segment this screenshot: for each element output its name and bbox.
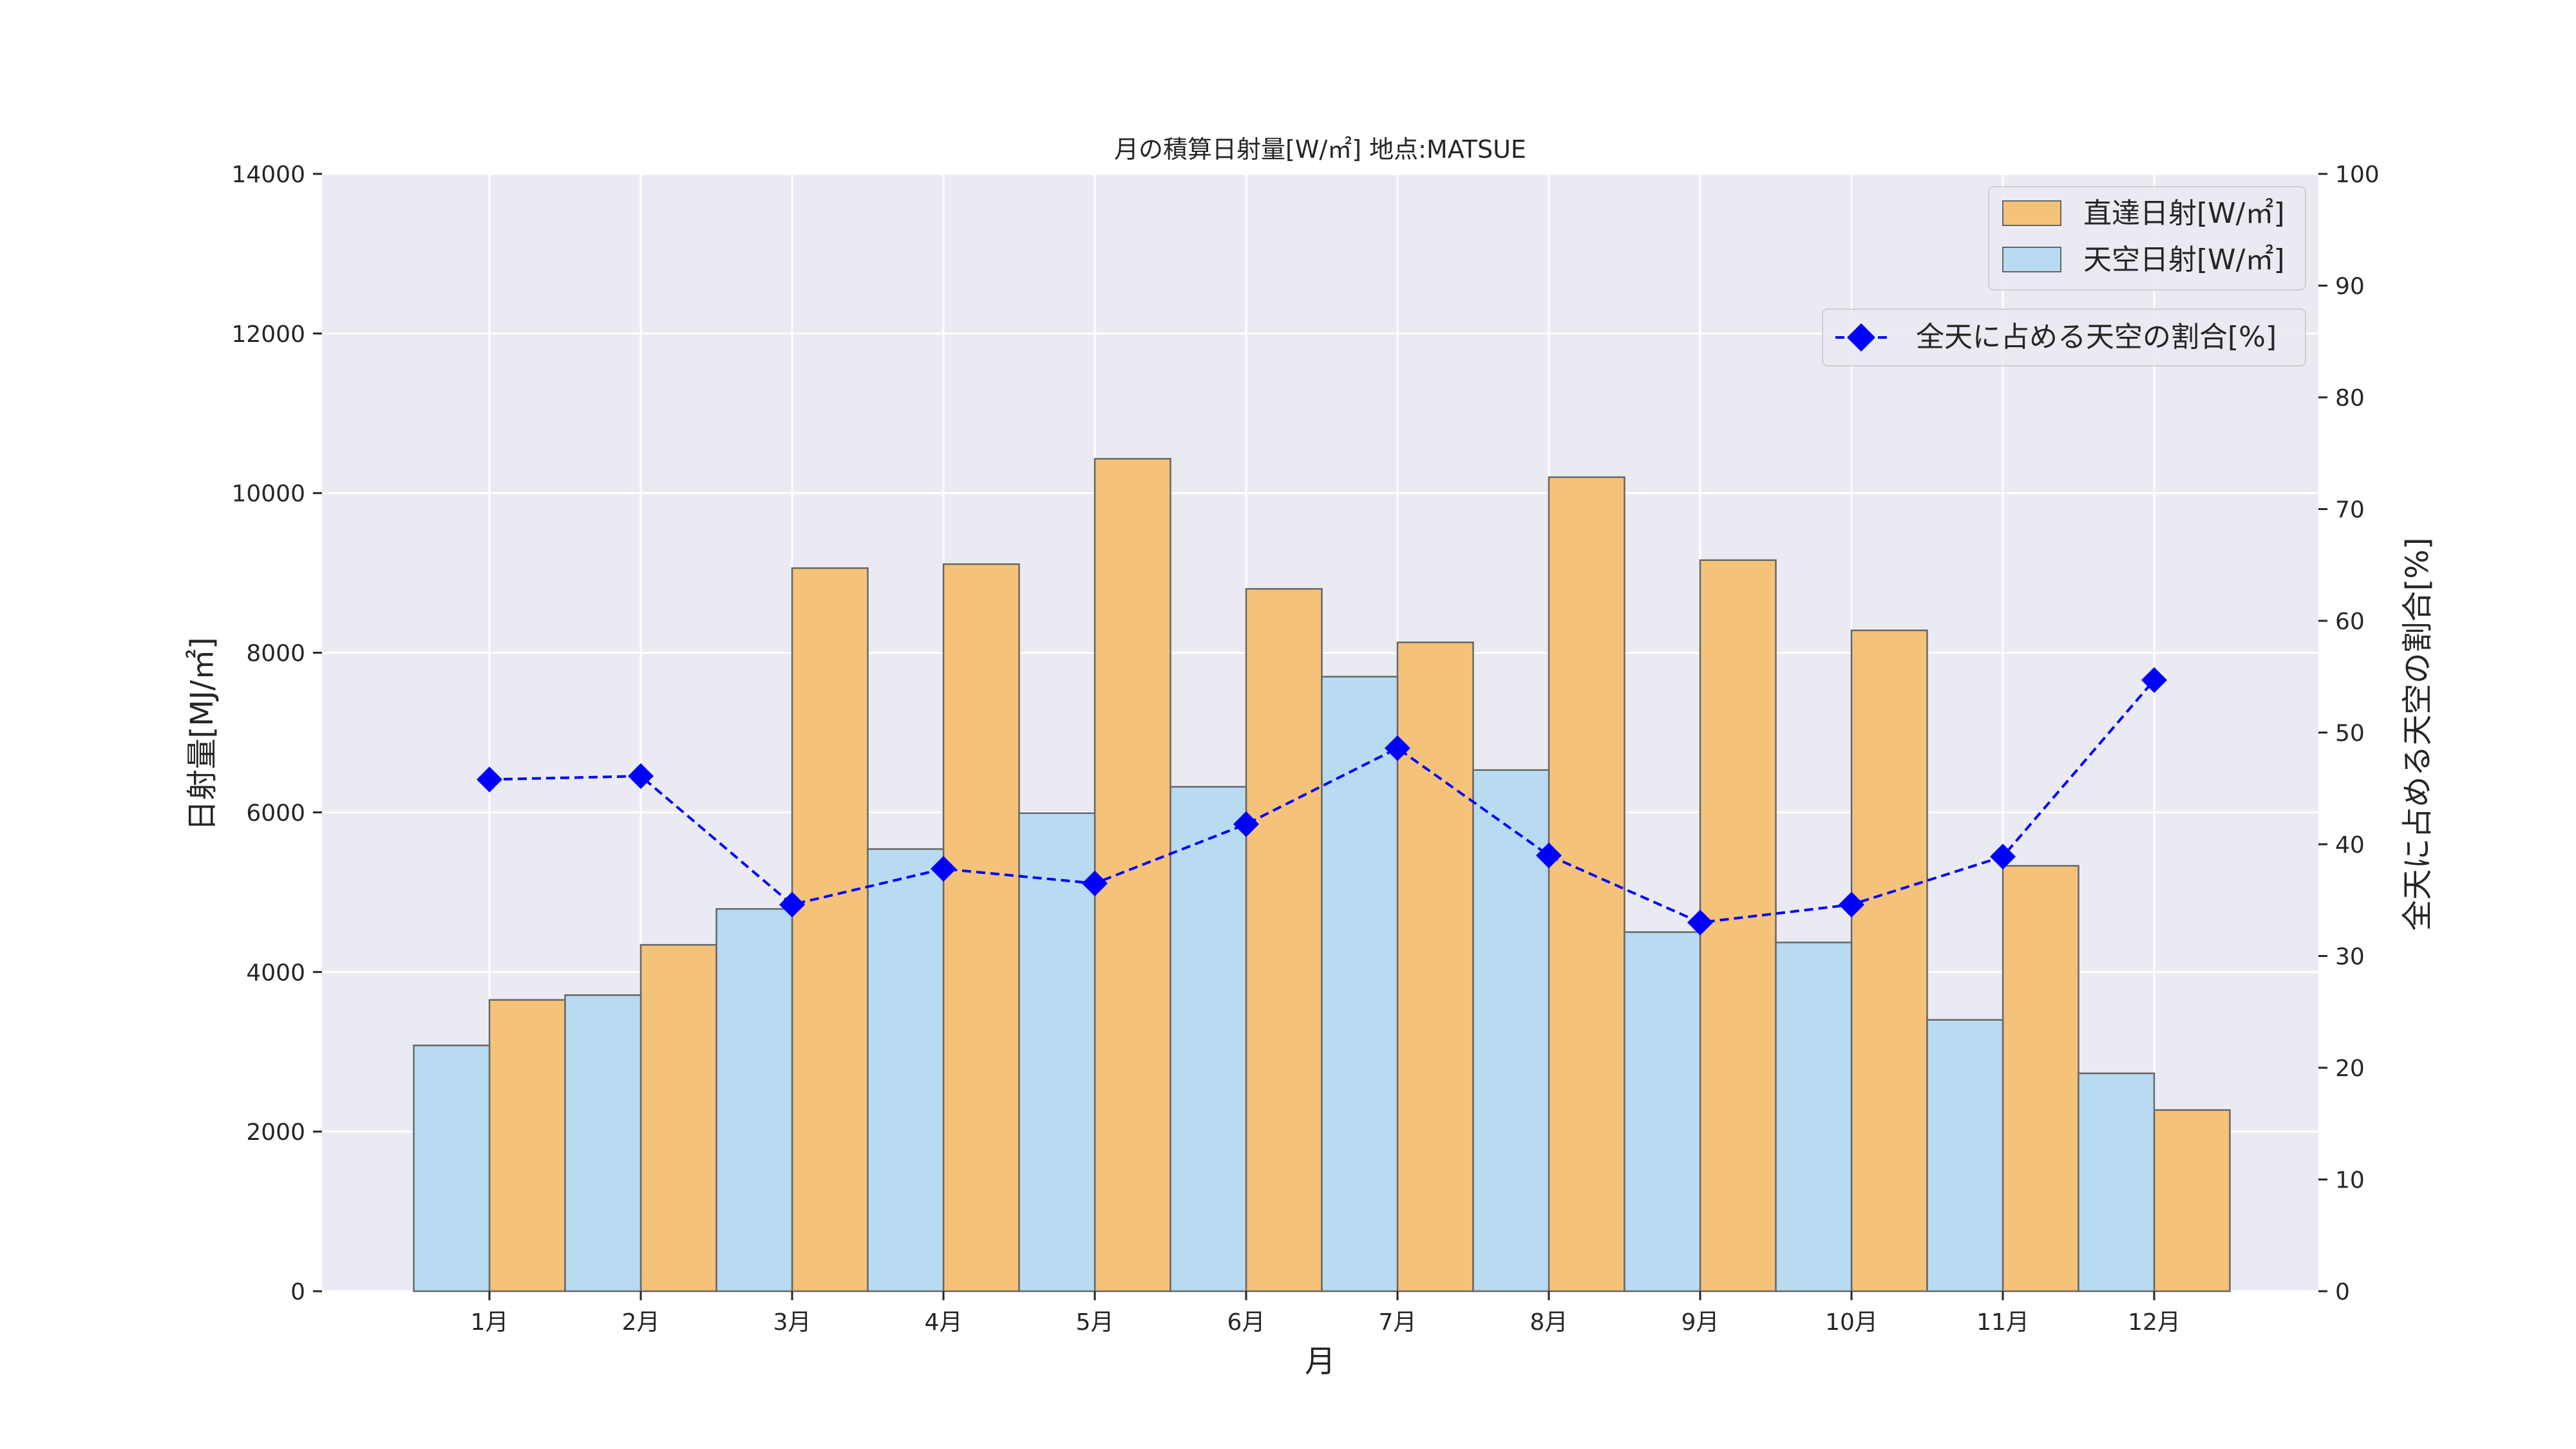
legend-label-direct: 直達日射[W/㎡] <box>2083 197 2285 230</box>
bar-diffuse <box>1775 942 1853 1293</box>
ratio-point <box>779 891 805 918</box>
bar-direct <box>1094 458 1171 1293</box>
right-tick-label: 100 <box>2335 162 2380 188</box>
ratio-point <box>931 856 956 882</box>
bar-direct <box>942 563 1020 1293</box>
bar-direct <box>1548 476 1625 1293</box>
bar-direct <box>2002 865 2079 1293</box>
bar-diffuse <box>413 1045 491 1293</box>
bar-diffuse <box>1170 786 1247 1293</box>
ratio-point <box>628 763 654 790</box>
bar-diffuse <box>1018 812 1096 1293</box>
ratio-point <box>1536 842 1562 869</box>
legend-bars: 直達日射[W/㎡] 天空日射[W/㎡] <box>1988 186 2306 290</box>
x-tick-label: 1月 <box>471 1309 509 1336</box>
legend-box-line <box>1822 308 2306 366</box>
chart-title: 月の積算日射量[W/㎡] 地点:MATSUE <box>1114 135 1526 164</box>
bar-diffuse <box>1321 676 1399 1293</box>
bar-direct <box>791 567 869 1293</box>
right-tick-label: 50 <box>2335 721 2365 747</box>
ratio-point <box>1082 870 1108 896</box>
ratio-point <box>477 766 502 793</box>
left-tick-label: 2000 <box>246 1119 305 1146</box>
ratio-point <box>1990 844 2016 870</box>
bar-direct <box>639 943 717 1293</box>
right-axis: 0 10 20 30 40 50 60 70 80 90 100 <box>2318 162 2380 1305</box>
ratio-polyline <box>489 679 2155 924</box>
left-tick-label: 8000 <box>246 641 305 667</box>
ratio-point <box>1385 735 1410 761</box>
legend-label-diffuse: 天空日射[W/㎡] <box>2083 243 2285 276</box>
right-tick-label: 0 <box>2335 1279 2350 1305</box>
right-tick-label: 70 <box>2335 497 2365 524</box>
x-tick-label: 12月 <box>2128 1309 2181 1336</box>
x-tick-label: 11月 <box>1976 1309 2029 1336</box>
left-tick-label: 4000 <box>246 960 305 986</box>
x-axis: 1月 2月 3月 4月 5月 6月 7月 8月 9月 10月 11月 12月 <box>471 1291 2181 1336</box>
x-tick-label: 5月 <box>1076 1309 1114 1336</box>
ratio-point <box>2141 667 2167 693</box>
x-tick-label: 4月 <box>925 1309 963 1336</box>
right-tick-label: 60 <box>2335 609 2365 635</box>
bar-diffuse <box>715 908 793 1293</box>
bar-direct <box>1396 641 1474 1293</box>
left-tick-label: 0 <box>290 1279 305 1305</box>
right-tick-label: 80 <box>2335 385 2365 412</box>
legend-swatch-ratio-marker <box>1847 323 1875 352</box>
bar-diffuse <box>1926 1019 2004 1293</box>
legend-label-ratio: 全天に占める天空の割合[%] <box>1916 321 2277 354</box>
left-tick-label: 12000 <box>231 321 305 348</box>
ratio-point <box>1839 891 1864 918</box>
right-tick-label: 10 <box>2335 1168 2365 1194</box>
y2-axis-label: 全天に占める天空の割合[%] <box>2400 537 2436 931</box>
ratio-point <box>1233 811 1259 837</box>
x-tick-label: 3月 <box>773 1309 811 1336</box>
bar-direct <box>2153 1109 2231 1293</box>
legend-swatch-diffuse <box>2002 247 2061 272</box>
diffuse-ratio-line <box>477 667 2167 936</box>
direct-radiation-bars <box>488 458 2231 1293</box>
bar-diffuse <box>2078 1072 2155 1293</box>
x-tick-label: 7月 <box>1379 1309 1417 1336</box>
x-axis-label: 月 <box>1305 1343 1336 1379</box>
bar-diffuse <box>867 848 945 1293</box>
y-axis-label: 日射量[MJ/㎡] <box>184 637 220 831</box>
right-tick-label: 20 <box>2335 1056 2365 1082</box>
legend-line: 全天に占める天空の割合[%] <box>1822 308 2306 366</box>
x-tick-label: 8月 <box>1530 1309 1568 1336</box>
bar-direct <box>1245 588 1323 1293</box>
bar-diffuse <box>1472 769 1550 1293</box>
ratio-point <box>1687 909 1713 936</box>
x-tick-label: 10月 <box>1825 1309 1878 1336</box>
bar-diffuse <box>1624 931 1701 1293</box>
right-tick-label: 40 <box>2335 832 2365 858</box>
bar-diffuse <box>564 994 642 1293</box>
bar-direct <box>1850 629 1928 1293</box>
left-axis: 0 2000 4000 6000 8000 10000 12000 14000 <box>231 162 322 1305</box>
left-tick-label: 6000 <box>246 800 305 826</box>
legend-swatch-direct <box>2002 200 2061 226</box>
x-tick-label: 6月 <box>1227 1309 1265 1336</box>
bar-direct <box>488 999 566 1293</box>
x-tick-label: 9月 <box>1681 1309 1719 1336</box>
diffuse-radiation-bars <box>413 676 2155 1293</box>
x-tick-label: 2月 <box>622 1309 660 1336</box>
right-tick-label: 30 <box>2335 944 2365 971</box>
legend-box-bars <box>1988 186 2306 290</box>
left-tick-label: 14000 <box>231 162 305 188</box>
bar-direct <box>1699 559 1777 1293</box>
left-tick-label: 10000 <box>231 481 305 507</box>
right-tick-label: 90 <box>2335 274 2365 300</box>
